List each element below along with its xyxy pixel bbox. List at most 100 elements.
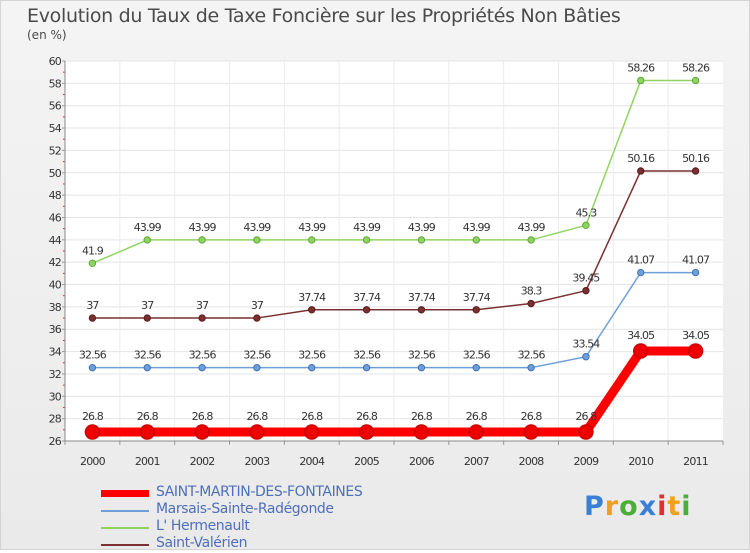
series-0-point-2011 — [687, 343, 704, 359]
series-3-data-label-2011: 50.16 — [682, 152, 710, 165]
series-1-data-label-2006: 32.56 — [408, 349, 436, 362]
y-tick-label-44: 44 — [49, 234, 62, 247]
logo-letter: i — [657, 491, 668, 522]
series-2-point-2011 — [691, 76, 700, 85]
series-1-point-2000 — [88, 363, 97, 372]
series-0-point-2005 — [358, 424, 375, 440]
logo-letter: o — [619, 491, 639, 522]
logo-letter: r — [604, 491, 620, 522]
proxiti-logo: Proxiti — [584, 491, 692, 522]
series-2-point-2003 — [253, 236, 261, 244]
logo-letter: P — [584, 491, 605, 522]
series-2-data-label-2009: 45.3 — [575, 206, 597, 219]
x-tick-label-2009: 2009 — [574, 455, 600, 468]
series-1-point-2010 — [637, 268, 645, 277]
series-3-point-2007 — [472, 306, 480, 314]
series-line-3 — [91, 170, 697, 319]
series-line-0 — [87, 346, 701, 437]
legend-swatch-3 — [101, 544, 149, 546]
x-tick-label-2004: 2004 — [299, 455, 325, 468]
series-2-point-2000 — [88, 259, 97, 267]
series-1-point-2008 — [527, 363, 535, 372]
series-1-point-2006 — [417, 363, 426, 372]
series-2-data-label-2011: 58.26 — [682, 61, 710, 74]
x-tick-label-2006: 2006 — [409, 455, 435, 468]
series-2-data-label-2001: 43.99 — [134, 221, 162, 234]
series-line-2 — [91, 79, 697, 265]
series-3-point-2005 — [362, 306, 371, 314]
series-2-data-label-2000: 41.9 — [82, 244, 104, 257]
y-tick-label-52: 52 — [49, 144, 61, 157]
series-2-data-label-2006: 43.99 — [408, 221, 436, 234]
series-3-data-label-2005: 37.74 — [353, 291, 381, 304]
legend-swatch-0 — [101, 490, 149, 497]
series-3-data-label-2001: 37 — [141, 299, 154, 312]
series-1-data-label-2004: 32.56 — [298, 349, 326, 362]
series-1-point-2003 — [253, 363, 261, 372]
series-3-point-2010 — [637, 167, 645, 175]
y-tick-label-60: 60 — [49, 55, 62, 68]
series-3-data-label-2010: 50.16 — [627, 152, 655, 165]
series-0-point-2007 — [468, 424, 484, 440]
y-tick-label-46: 46 — [49, 211, 62, 224]
chart-title: Evolution du Taux de Taxe Foncière sur l… — [27, 5, 621, 27]
series-2-point-2005 — [362, 236, 371, 244]
series-3-point-2003 — [253, 314, 261, 322]
series-3-point-2002 — [198, 314, 206, 322]
series-0-point-2002 — [194, 424, 210, 440]
series-3-data-label-2004: 37.74 — [298, 291, 326, 304]
series-2-data-label-2003: 43.99 — [243, 221, 271, 234]
legend-swatch-2 — [101, 527, 149, 529]
series-0-data-label-2009: 26.8 — [575, 410, 597, 423]
chart-unit-label: (en %) — [27, 28, 67, 42]
series-0-data-label-2002: 26.8 — [192, 410, 214, 423]
y-tick-label-36: 36 — [49, 323, 62, 336]
series-2-data-label-2010: 58.26 — [627, 61, 655, 74]
series-0-point-2004 — [304, 424, 320, 440]
x-tick-label-2011: 2011 — [683, 455, 708, 468]
series-2-data-label-2004: 43.99 — [298, 221, 326, 234]
series-0-data-label-2001: 26.8 — [137, 410, 159, 423]
series-0-data-label-2005: 26.8 — [356, 410, 378, 423]
series-0-data-label-2004: 26.8 — [301, 410, 323, 423]
y-tick-label-42: 42 — [49, 256, 61, 269]
y-tick-label-50: 50 — [49, 167, 62, 180]
y-tick-label-58: 58 — [49, 77, 62, 90]
x-tick-label-2005: 2005 — [354, 455, 380, 468]
series-2-data-label-2007: 43.99 — [463, 221, 491, 234]
series-1-point-2002 — [198, 363, 206, 372]
series-0-point-2006 — [413, 424, 430, 440]
y-tick-label-28: 28 — [49, 413, 62, 426]
y-tick-label-34: 34 — [49, 346, 62, 359]
series-3-data-label-2003: 37 — [251, 299, 264, 312]
series-0-data-label-2003: 26.8 — [246, 410, 268, 423]
series-3-point-2006 — [417, 306, 426, 314]
x-tick-label-2007: 2007 — [464, 455, 490, 468]
series-1-data-label-2005: 32.56 — [353, 349, 381, 362]
series-1-data-label-2007: 32.56 — [463, 349, 491, 362]
series-3-point-2000 — [88, 314, 97, 322]
x-tick-label-2001: 2001 — [135, 455, 160, 468]
series-0-data-label-2011: 34.05 — [682, 329, 710, 342]
y-tick-label-56: 56 — [49, 100, 62, 113]
series-1-point-2011 — [691, 268, 700, 277]
legend-swatch-1 — [101, 510, 149, 512]
series-0-point-2010 — [633, 343, 649, 359]
series-0-data-label-2000: 26.8 — [82, 410, 104, 423]
series-0-point-2009 — [578, 424, 594, 440]
series-3-data-label-2000: 37 — [86, 299, 99, 312]
y-tick-label-40: 40 — [49, 279, 62, 292]
series-line-1 — [91, 271, 697, 369]
series-3-point-2009 — [582, 286, 590, 295]
x-tick-label-2003: 2003 — [245, 455, 271, 468]
series-1-data-label-2000: 32.56 — [79, 349, 107, 362]
series-2-data-label-2008: 43.99 — [518, 221, 546, 234]
x-tick-label-2010: 2010 — [628, 455, 654, 468]
series-1-data-label-2010: 41.07 — [627, 254, 655, 267]
logo-letter: i — [681, 491, 692, 522]
y-tick-label-54: 54 — [49, 122, 62, 135]
series-2-point-2004 — [308, 236, 316, 244]
series-3-data-label-2008: 38.3 — [521, 285, 543, 298]
series-2-data-label-2002: 43.99 — [189, 221, 217, 234]
series-3-point-2001 — [143, 314, 151, 322]
